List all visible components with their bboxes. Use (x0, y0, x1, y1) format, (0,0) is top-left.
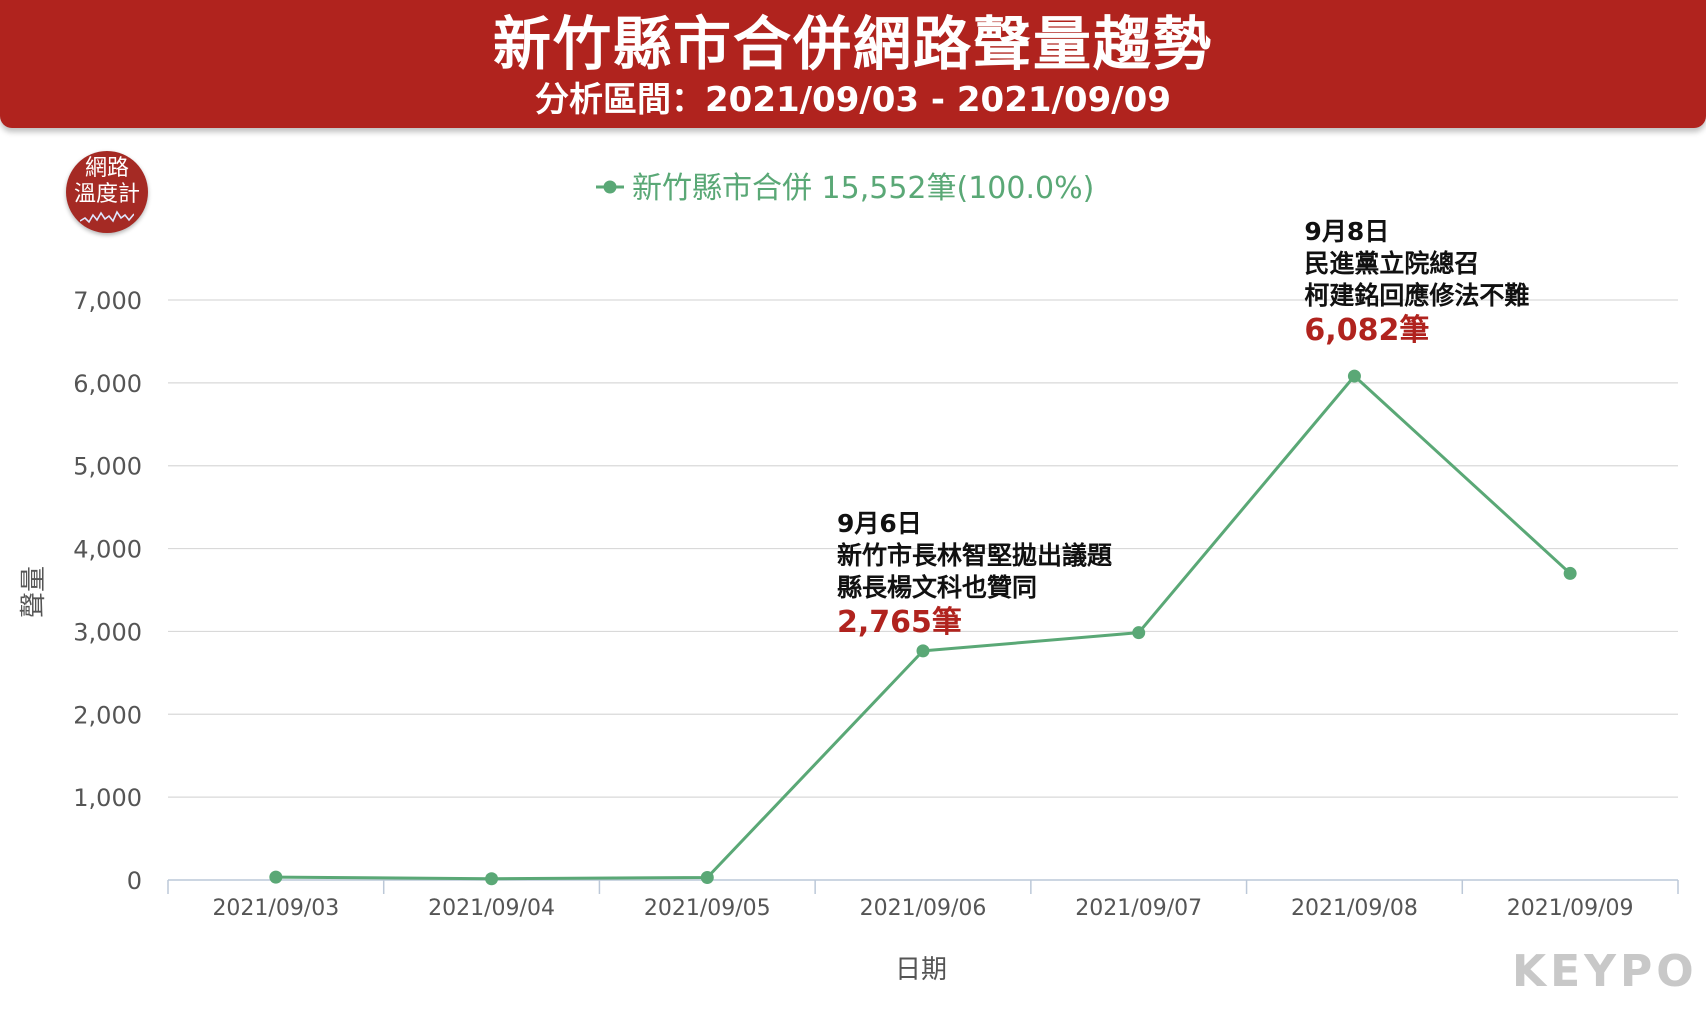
y-tick-label: 0 (127, 867, 142, 895)
chart-subtitle: 分析區間：2021/09/03 - 2021/09/09 (535, 80, 1171, 120)
logo-text-line2: 溫度計 (73, 182, 140, 207)
y-tick-label: 6,000 (73, 370, 142, 398)
x-axis-title: 日期 (895, 955, 947, 985)
annotation-text-line: 9月8日 (1304, 217, 1389, 246)
data-point (269, 870, 283, 884)
logo-text-line1: 網路 (84, 156, 129, 181)
data-point (700, 871, 714, 885)
annotation-text-line: 新竹市長林智堅拋出議題 (837, 541, 1113, 570)
y-tick-label: 7,000 (73, 287, 142, 315)
keypo-watermark: KEYPO (1512, 946, 1698, 997)
annotation-text-line: 9月6日 (837, 509, 922, 538)
x-tick-label: 2021/09/04 (428, 896, 555, 921)
x-tick-label: 2021/09/08 (1291, 896, 1418, 921)
annotation-text-line: 縣長楊文科也贊同 (837, 573, 1037, 602)
legend-marker (603, 180, 617, 194)
logo-badge: 網路 溫度計 (66, 151, 148, 233)
data-point (1563, 566, 1577, 580)
y-tick-label: 2,000 (73, 701, 142, 729)
legend-label: 新竹縣市合併 15,552筆(100.0%) (632, 171, 1094, 206)
title-banner: 新竹縣市合併網路聲量趨勢 分析區間：2021/09/03 - 2021/09/0… (0, 0, 1706, 128)
data-point (485, 872, 499, 886)
data-point (916, 644, 930, 658)
annotation-value-label: 2,765筆 (837, 605, 962, 640)
sparkline-icon (80, 210, 134, 224)
data-point (1347, 369, 1361, 383)
y-tick-label: 5,000 (73, 453, 142, 481)
x-tick-label: 2021/09/05 (644, 896, 771, 921)
y-tick-label: 1,000 (73, 784, 142, 812)
x-tick-label: 2021/09/09 (1507, 896, 1634, 921)
annotation-value-label: 6,082筆 (1304, 313, 1429, 348)
chart-title: 新竹縣市合併網路聲量趨勢 (492, 10, 1213, 78)
annotation-text-line: 柯建銘回應修法不難 (1304, 281, 1529, 310)
x-tick-label: 2021/09/06 (860, 896, 987, 921)
y-tick-label: 3,000 (73, 618, 142, 646)
y-tick-label: 4,000 (73, 536, 142, 564)
x-tick-label: 2021/09/07 (1075, 896, 1202, 921)
data-point (1132, 626, 1146, 640)
x-tick-label: 2021/09/03 (212, 896, 339, 921)
y-axis-title: 聲量 (19, 566, 49, 618)
annotation-text-line: 民進黨立院總召 (1304, 249, 1479, 278)
watermark-text: KEYPO (1512, 946, 1698, 997)
